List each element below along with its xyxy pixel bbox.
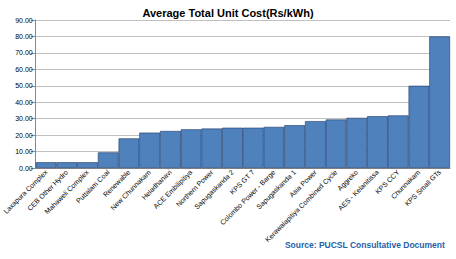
svg-text:Northern Power: Northern Power [175, 168, 215, 208]
svg-text:New Chunnakam: New Chunnakam [109, 168, 153, 212]
svg-text:Kerawalapitiya Combined Cycle: Kerawalapitiya Combined Cycle [264, 168, 339, 243]
svg-text:KPS GT 7: KPS GT 7 [228, 168, 256, 196]
svg-text:Sapugaskanda 2: Sapugaskanda 2 [193, 168, 235, 211]
svg-text:20.00: 20.00 [15, 132, 33, 139]
svg-text:50.00: 50.00 [15, 82, 33, 89]
svg-text:80.00: 80.00 [15, 33, 33, 40]
svg-text:Laxapura Complex: Laxapura Complex [2, 168, 49, 215]
svg-text:Aggreko: Aggreko [335, 168, 360, 192]
svg-text:60.00: 60.00 [15, 66, 33, 73]
svg-text:Colombo Power - Barge: Colombo Power - Barge [218, 168, 277, 227]
svg-text:ACE Embilipitiya: ACE Embilipitiya [152, 168, 194, 210]
svg-text:Source: PUCSL Consultative Doc: Source: PUCSL Consultative Document [285, 240, 445, 250]
svg-text:Average Total Unit Cost(Rs/kWh: Average Total Unit Cost(Rs/kWh) [142, 7, 313, 19]
svg-text:40.00: 40.00 [15, 99, 33, 106]
svg-text:Heladhanavi: Heladhanavi [140, 168, 173, 201]
svg-text:70.00: 70.00 [15, 49, 33, 56]
svg-text:KPS CCY: KPS CCY [374, 168, 401, 196]
svg-text:KPS Small GTs: KPS Small GTs [403, 168, 442, 207]
svg-text:0.00: 0.00 [19, 165, 33, 172]
svg-text:30.00: 30.00 [15, 115, 33, 122]
svg-text:CEB Other Hydro: CEB Other Hydro [25, 168, 70, 212]
svg-text:Sapugaskanda 1: Sapugaskanda 1 [255, 168, 298, 211]
svg-text:Puttalam Coal: Puttalam Coal [75, 168, 111, 204]
svg-text:Chunnakam: Chunnakam [389, 168, 422, 201]
svg-text:Renewable: Renewable [101, 168, 132, 199]
svg-text:90.00: 90.00 [15, 17, 33, 24]
svg-text:10.00: 10.00 [15, 148, 33, 155]
svg-text:Mahaweli Complex: Mahaweli Complex [43, 168, 90, 216]
svg-text:AES - Kelanitissa: AES - Kelanitissa [336, 168, 380, 212]
svg-text:Asia Power: Asia Power [287, 168, 318, 199]
